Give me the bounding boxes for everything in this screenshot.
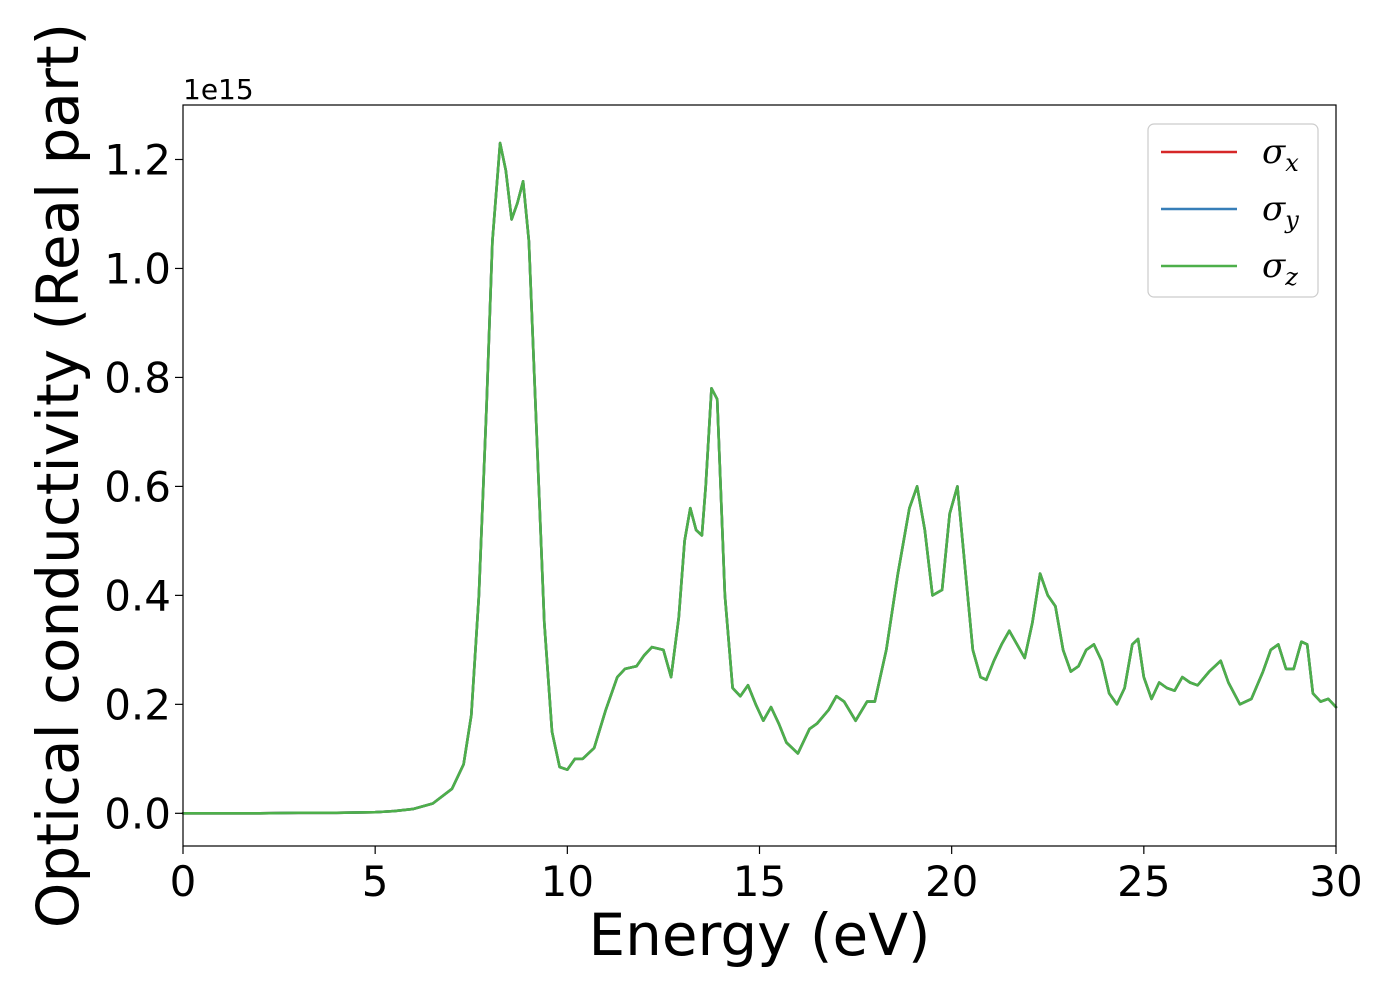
y-tick-label: 0.8 — [104, 353, 171, 402]
x-tick-label: 30 — [1309, 857, 1362, 906]
y-offset-label: 1e15 — [183, 73, 254, 106]
y-tick-label: 1.0 — [104, 244, 171, 293]
x-tick-label: 0 — [170, 857, 197, 906]
y-ticks: 0.0 0.2 0.4 0.6 0.8 1.0 1.2 — [104, 135, 183, 838]
series-line-z — [181, 141, 1338, 815]
legend: σx σy σz — [1147, 123, 1319, 298]
y-tick-label: 0.4 — [104, 571, 171, 620]
legend-label-x: σx — [1262, 132, 1299, 177]
y-axis-label: Optical conductivity (Real part) — [24, 23, 92, 928]
x-tick-label: 20 — [925, 857, 978, 906]
y-tick-label: 1.2 — [104, 135, 171, 184]
y-tick-label: 0.6 — [104, 462, 171, 511]
x-ticks: 0 5 10 15 20 25 30 — [170, 846, 1363, 906]
x-axis-label: Energy (eV) — [588, 901, 930, 969]
x-tick-label: 10 — [541, 857, 594, 906]
plot-background — [183, 105, 1336, 846]
x-tick-label: 5 — [362, 857, 389, 906]
x-tick-label: 15 — [733, 857, 786, 906]
y-tick-label: 0.2 — [104, 680, 171, 729]
legend-label-y: σy — [1262, 189, 1299, 234]
legend-box — [1147, 123, 1319, 298]
series-layer — [181, 141, 1338, 815]
legend-label-z: σz — [1262, 246, 1298, 291]
x-tick-label: 25 — [1117, 857, 1170, 906]
y-tick-label: 0.0 — [104, 789, 171, 838]
